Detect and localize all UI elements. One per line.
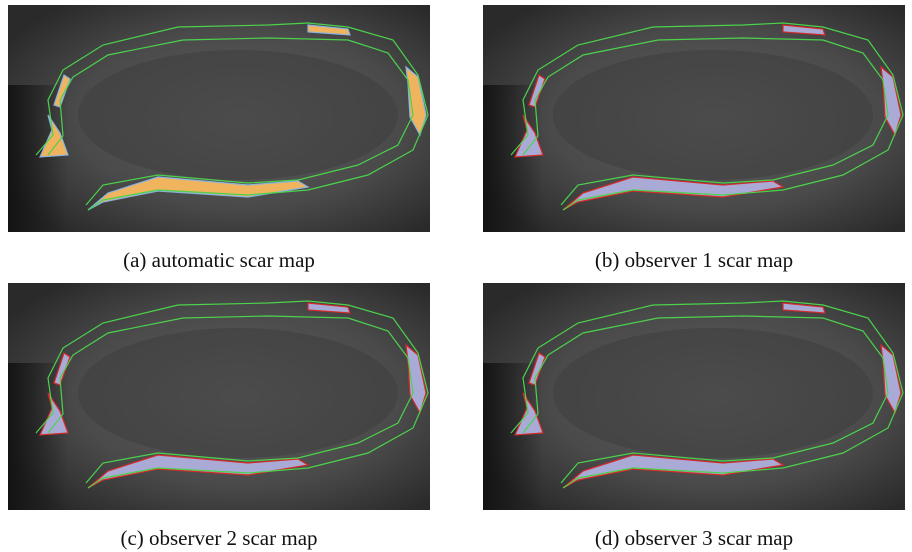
- caption: (b) observer 1 scar map: [483, 248, 905, 273]
- scan-image: [8, 283, 430, 510]
- blood-pool: [553, 328, 873, 458]
- blood-pool: [78, 328, 398, 458]
- scan-image: [483, 5, 905, 232]
- panel: (a) automatic scar map: [8, 5, 430, 273]
- caption: (d) observer 3 scar map: [483, 526, 905, 551]
- figure: (a) automatic scar map (b) observer 1 sca…: [0, 0, 912, 552]
- scan-image: [483, 283, 905, 510]
- blood-pool: [553, 50, 873, 180]
- panel: (d) observer 3 scar map: [483, 283, 905, 551]
- blood-pool: [78, 50, 398, 180]
- panel: (c) observer 2 scar map: [8, 283, 430, 551]
- scan-image: [8, 5, 430, 232]
- panel: (b) observer 1 scar map: [483, 5, 905, 273]
- caption: (c) observer 2 scar map: [8, 526, 430, 551]
- caption: (a) automatic scar map: [8, 248, 430, 273]
